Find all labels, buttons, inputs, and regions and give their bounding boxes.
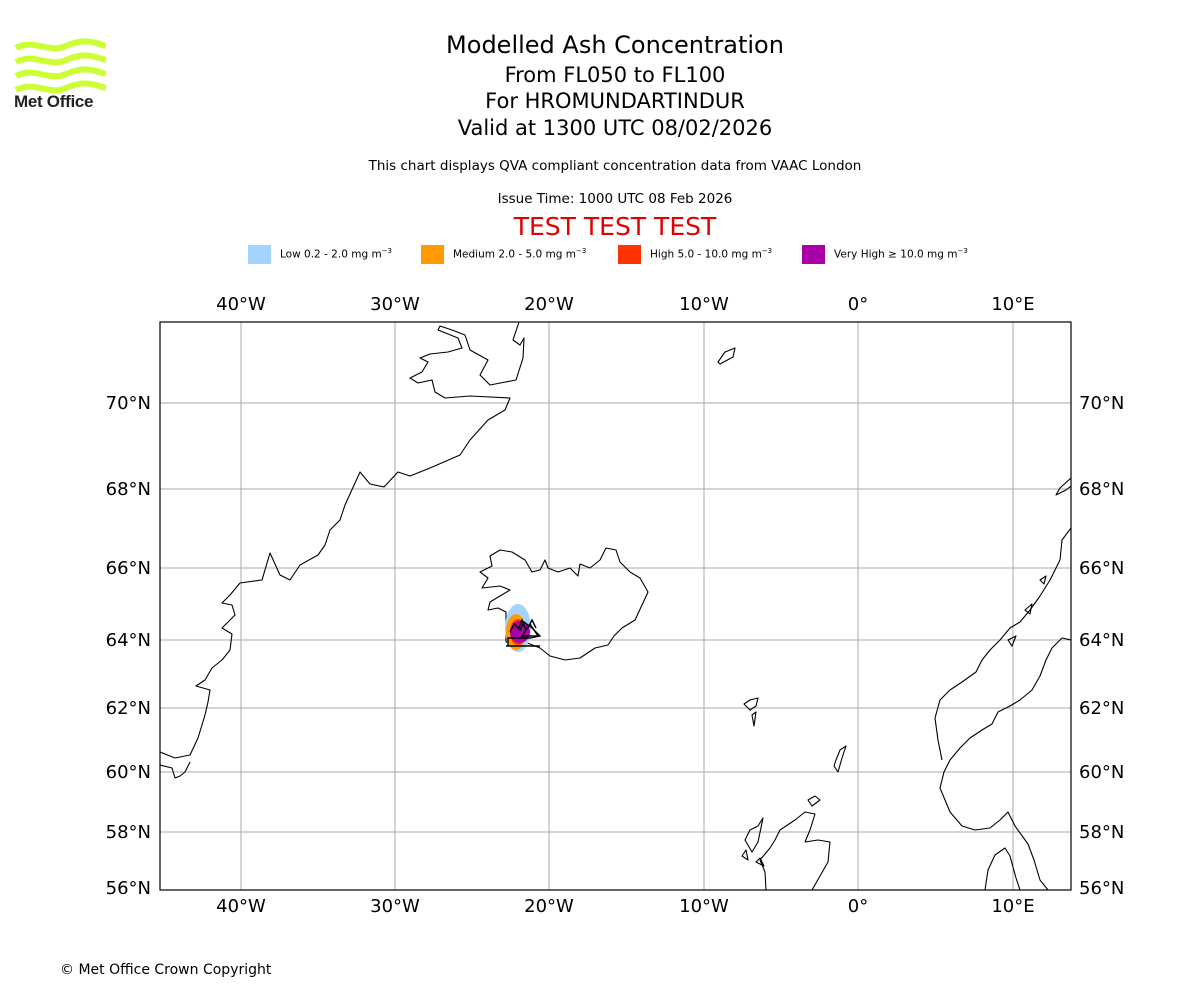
lon-label: 40°W	[216, 896, 266, 917]
lon-label: 40°W	[216, 294, 266, 315]
lat-label: 64°N	[106, 630, 151, 651]
lon-label: 30°W	[370, 896, 420, 917]
lat-label: 66°N	[106, 558, 151, 579]
lat-label: 70°N	[1079, 393, 1124, 414]
legend-swatch-high	[618, 244, 641, 264]
legend-label-medium: Medium 2.0 - 5.0 mg m−3	[453, 247, 587, 261]
met-office-wordmark: Met Office	[14, 92, 94, 111]
lat-label: 66°N	[1079, 558, 1124, 579]
lat-label: 56°N	[106, 878, 151, 899]
issue-time: Issue Time: 1000 UTC 08 Feb 2026	[497, 191, 733, 207]
shetland	[833, 745, 847, 773]
lat-label: 60°N	[106, 762, 151, 783]
lon-label: 20°W	[524, 896, 574, 917]
valid-time: Valid at 1300 UTC 08/02/2026	[457, 116, 773, 140]
chart-title: Modelled Ash Concentration	[446, 31, 784, 59]
legend-swatch-low	[248, 244, 271, 264]
lat-label: 68°N	[1079, 479, 1124, 500]
lon-labels-top: 40°W 30°W 20°W 10°W 0° 10°E	[216, 294, 1034, 315]
legend-item-very-high: Very High ≥ 10.0 mg m−3	[802, 244, 968, 264]
lon-label: 10°W	[679, 896, 729, 917]
lon-label: 10°E	[991, 896, 1034, 917]
chart-description: This chart displays QVA compliant concen…	[368, 158, 862, 174]
lat-label: 56°N	[1079, 878, 1124, 899]
greenland-coast	[160, 322, 525, 759]
legend-item-low: Low 0.2 - 2.0 mg m−3	[248, 244, 392, 264]
lat-label: 58°N	[1079, 822, 1124, 843]
norway-coast	[939, 637, 1071, 890]
faroe-islands	[743, 697, 759, 727]
scotland-coast	[759, 811, 831, 890]
copyright: © Met Office Crown Copyright	[60, 962, 272, 978]
jan-mayen	[717, 347, 736, 365]
lon-label: 10°E	[991, 294, 1034, 315]
legend-label-high: High 5.0 - 10.0 mg m−3	[650, 247, 773, 261]
coastlines	[160, 322, 1071, 890]
flight-level-range: From FL050 to FL100	[504, 63, 726, 87]
graticule	[160, 322, 1071, 890]
lat-label: 70°N	[106, 393, 151, 414]
iceland-coast	[479, 547, 649, 661]
map-frame	[159, 321, 1072, 891]
lon-label: 10°W	[679, 294, 729, 315]
volcano-symbol	[506, 618, 542, 647]
lat-label: 62°N	[106, 698, 151, 719]
legend-swatch-medium	[421, 244, 444, 264]
lon-labels-bottom: 40°W 30°W 20°W 10°W 0° 10°E	[216, 896, 1034, 917]
lat-label: 62°N	[1079, 698, 1124, 719]
volcano-name: For HROMUNDARTINDUR	[485, 89, 745, 113]
lat-label: 60°N	[1079, 762, 1124, 783]
lat-labels-right: 70°N 68°N 66°N 64°N 62°N 60°N 58°N 56°N	[1079, 393, 1124, 899]
legend-swatch-very-high	[802, 244, 825, 264]
legend-label-low: Low 0.2 - 2.0 mg m−3	[280, 247, 393, 261]
met-office-logo	[14, 38, 106, 94]
lon-label: 0°	[848, 294, 868, 315]
legend-label-very-high: Very High ≥ 10.0 mg m−3	[834, 247, 968, 261]
legend-item-medium: Medium 2.0 - 5.0 mg m−3	[421, 244, 586, 264]
lat-label: 58°N	[106, 822, 151, 843]
lat-label: 64°N	[1079, 630, 1124, 651]
legend-item-high: High 5.0 - 10.0 mg m−3	[618, 244, 772, 264]
lon-label: 30°W	[370, 294, 420, 315]
lat-label: 68°N	[106, 479, 151, 500]
test-banner: TEST TEST TEST	[513, 212, 717, 241]
lon-label: 0°	[848, 896, 868, 917]
lat-labels-left: 70°N 68°N 66°N 64°N 62°N 60°N 58°N 56°N	[106, 393, 151, 899]
lon-label: 20°W	[524, 294, 574, 315]
